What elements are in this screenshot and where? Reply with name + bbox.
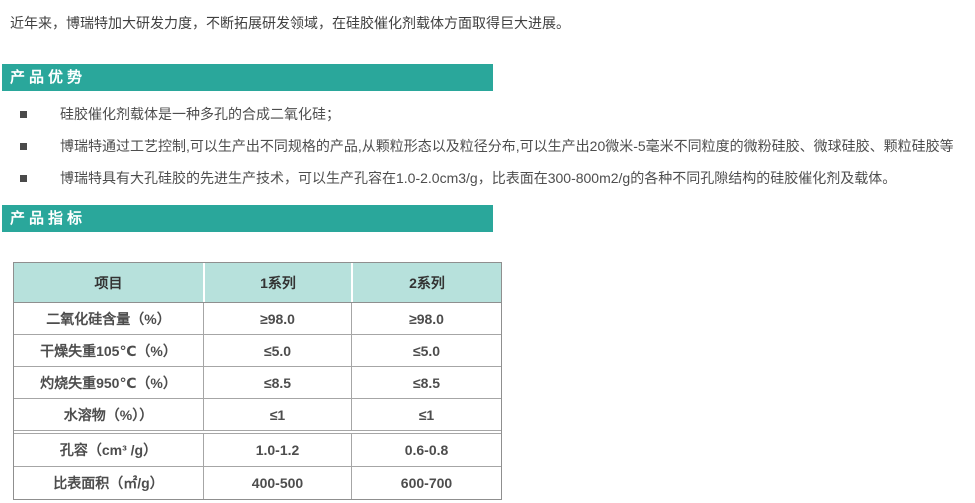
bullet-square-icon <box>20 143 27 150</box>
table-group-separator <box>14 431 501 434</box>
bullet-text: 博瑞特通过工艺控制,可以生产出不同规格的产品,从颗粒形态以及粒径分布,可以生产出… <box>60 138 954 154</box>
row-label: 比表面积（㎡/g） <box>53 475 164 491</box>
cell-value: 0.6-0.8 <box>351 434 501 466</box>
advantages-bullet-list: 硅胶催化剂载体是一种多孔的合成二氧化硅； 博瑞特通过工艺控制,可以生产出不同规格… <box>20 106 969 202</box>
table-row: 水溶物（%）） ≤1 ≤1 <box>14 399 501 431</box>
bullet-text: 博瑞特具有大孔硅胶的先进生产技术，可以生产孔容在1.0-2.0cm3/g，比表面… <box>60 170 897 186</box>
column-header-series2: 2系列 <box>351 263 501 302</box>
section-header-product-advantages: 产品优势 <box>2 64 493 91</box>
cell-value: ≤8.5 <box>351 367 501 398</box>
table-row: 二氧化硅含量（%） ≥98.0 ≥98.0 <box>14 303 501 335</box>
table-row: 孔容（cm³ /g） 1.0-1.2 0.6-0.8 <box>14 434 501 467</box>
column-header-series1: 1系列 <box>203 263 351 302</box>
section-header-label: 产品优势 <box>10 69 87 86</box>
bullet-square-icon <box>20 111 27 118</box>
table-row: 干燥失重105℃（%） ≤5.0 ≤5.0 <box>14 335 501 367</box>
column-header-item: 项目 <box>94 274 123 291</box>
table-row: 灼烧失重950℃（%） ≤8.5 ≤8.5 <box>14 367 501 399</box>
list-item: 博瑞特具有大孔硅胶的先进生产技术，可以生产孔容在1.0-2.0cm3/g，比表面… <box>20 170 969 202</box>
cell-value: ≤1 <box>203 399 351 430</box>
row-label: 灼烧失重950℃（%） <box>40 374 177 391</box>
section-header-label: 产品指标 <box>10 210 87 227</box>
cell-value: ≤8.5 <box>203 367 351 398</box>
list-item: 博瑞特通过工艺控制,可以生产出不同规格的产品,从颗粒形态以及粒径分布,可以生产出… <box>20 138 969 170</box>
bullet-square-icon <box>20 175 27 182</box>
row-label: 干燥失重105℃（%） <box>40 342 177 359</box>
row-label: 孔容（cm³ /g） <box>59 442 158 458</box>
bullet-text: 硅胶催化剂载体是一种多孔的合成二氧化硅； <box>60 106 340 122</box>
cell-value: ≤5.0 <box>351 335 501 366</box>
intro-paragraph: 近年来，博瑞特加大研发力度，不断拓展研发领域，在硅胶催化剂载体方面取得巨大进展。 <box>10 15 570 31</box>
product-spec-table: 项目 1系列 2系列 二氧化硅含量（%） ≥98.0 ≥98.0 干燥失重105… <box>13 262 502 500</box>
table-row: 比表面积（㎡/g） 400-500 600-700 <box>14 467 501 499</box>
cell-value: ≤5.0 <box>203 335 351 366</box>
table-header-row: 项目 1系列 2系列 <box>14 263 501 303</box>
row-label: 二氧化硅含量（%） <box>46 310 171 327</box>
cell-value: ≥98.0 <box>203 303 351 334</box>
cell-value: 400-500 <box>203 467 351 499</box>
cell-value: ≥98.0 <box>351 303 501 334</box>
cell-value: 600-700 <box>351 467 501 499</box>
cell-value: ≤1 <box>351 399 501 430</box>
list-item: 硅胶催化剂载体是一种多孔的合成二氧化硅； <box>20 106 969 138</box>
cell-value: 1.0-1.2 <box>203 434 351 466</box>
row-label: 水溶物（%）） <box>63 406 154 423</box>
section-header-product-indicators: 产品指标 <box>2 205 493 232</box>
